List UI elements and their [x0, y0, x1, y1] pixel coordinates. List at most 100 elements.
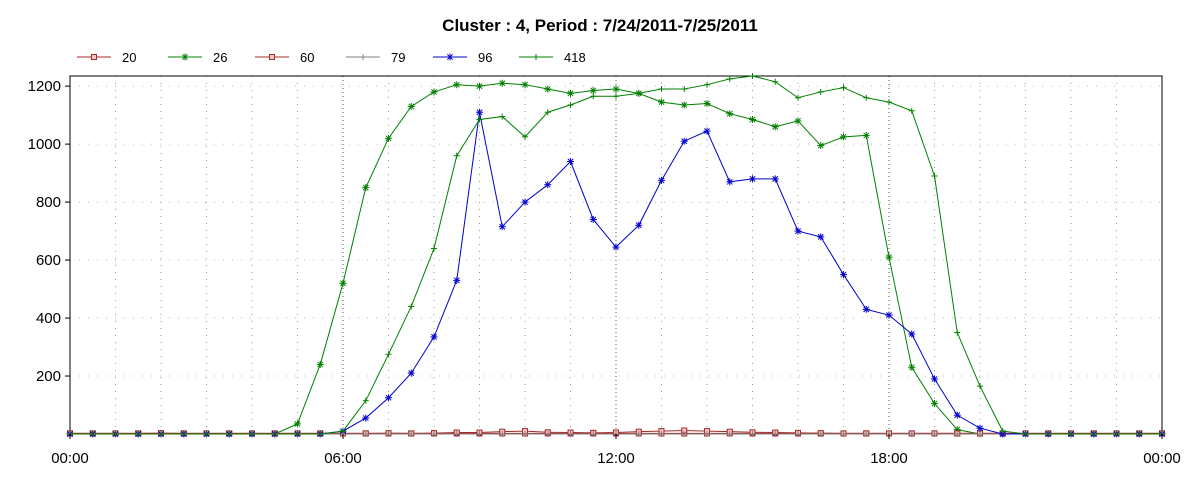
data-point: [476, 82, 483, 90]
data-point: [658, 86, 665, 93]
data-point-stroke: [499, 80, 506, 87]
data-point: [476, 116, 483, 123]
y-tick-label: 200: [36, 368, 61, 385]
data-point: [658, 431, 665, 437]
data-point: [1136, 431, 1143, 437]
data-point-stroke: [431, 333, 437, 340]
data-point-stroke: [840, 133, 847, 140]
data-point: [476, 108, 483, 116]
data-point: [885, 253, 893, 261]
data-point: [522, 133, 528, 140]
data-point: [407, 369, 415, 377]
data-point: [362, 397, 369, 404]
data-point: [862, 305, 870, 313]
data-point: [181, 53, 189, 61]
data-point-stroke: [182, 54, 188, 60]
data-point: [203, 431, 210, 437]
data-point: [658, 176, 665, 184]
data-point: [430, 333, 438, 341]
data-point-stroke: [544, 86, 551, 93]
data-point: [681, 86, 688, 93]
data-point-stroke: [340, 280, 346, 287]
y-tick-label: 1000: [28, 136, 61, 153]
data-point-stroke: [476, 83, 483, 90]
data-point: [112, 431, 119, 437]
data-point: [385, 394, 392, 402]
data-point-stroke: [658, 177, 665, 184]
x-tick-label: 12:00: [597, 450, 635, 467]
y-tick-label: 400: [36, 310, 61, 327]
legend-item-20: 20: [77, 50, 136, 65]
data-point: [533, 54, 539, 60]
data-point: [976, 424, 984, 432]
data-point: [749, 73, 756, 79]
data-point: [908, 363, 916, 371]
x-tick-label: 06:00: [324, 450, 362, 467]
data-point: [91, 54, 97, 60]
data-point-stroke: [749, 175, 756, 182]
data-point-stroke: [294, 420, 301, 427]
legend: 20 26 60 79 96 418: [77, 50, 586, 65]
data-point: [249, 431, 255, 437]
data-point: [954, 431, 961, 437]
data-point: [476, 431, 483, 437]
data-point: [407, 102, 415, 110]
data-point-stroke: [954, 412, 961, 419]
data-point: [840, 431, 847, 437]
data-point: [385, 351, 392, 358]
data-point: [794, 117, 802, 125]
data-point: [567, 431, 574, 437]
data-point: [1113, 431, 1120, 437]
data-point-stroke: [658, 99, 665, 106]
data-point: [771, 123, 779, 131]
data-point-stroke: [704, 100, 710, 107]
data-point: [135, 431, 142, 437]
data-point: [385, 134, 392, 142]
data-point-stroke: [408, 103, 415, 110]
data-point: [795, 94, 801, 101]
legend-item-96: 96: [433, 50, 492, 65]
data-point-stroke: [749, 116, 756, 123]
data-point: [840, 84, 847, 91]
data-point: [772, 78, 779, 85]
data-point: [795, 431, 801, 437]
data-point-stroke: [522, 81, 528, 88]
data-point-stroke: [476, 109, 483, 116]
data-point: [635, 221, 643, 229]
data-point: [158, 431, 164, 437]
data-point-stroke: [931, 400, 938, 407]
data-point: [430, 88, 438, 96]
legend-item-418: 418: [519, 50, 586, 65]
data-point: [498, 79, 506, 87]
data-point: [908, 330, 916, 338]
legend-item-79: 79: [346, 50, 405, 65]
data-point: [749, 115, 756, 123]
data-point: [431, 245, 437, 252]
data-point-stroke: [681, 102, 688, 108]
data-point: [977, 383, 983, 390]
axes: 200 400 600 800 1000 1200 00:00 06:00 12:00 18:00…: [28, 78, 1181, 467]
data-point: [885, 311, 893, 319]
data-point: [817, 88, 824, 95]
data-point: [226, 431, 233, 437]
data-point-stroke: [362, 184, 369, 191]
data-point: [817, 142, 825, 150]
data-point-stroke: [567, 158, 574, 165]
data-point: [771, 175, 779, 183]
x-tick-label: 00:00: [1143, 450, 1181, 467]
data-point: [589, 215, 597, 223]
data-point: [544, 109, 551, 116]
data-point: [794, 227, 802, 235]
legend-label: 20: [122, 50, 136, 65]
data-point: [635, 90, 642, 97]
data-point: [362, 414, 370, 422]
data-point-stroke: [726, 110, 733, 117]
data-point-stroke: [613, 244, 619, 251]
data-point: [362, 431, 369, 437]
data-point: [613, 93, 619, 100]
data-point: [931, 400, 938, 408]
data-point-stroke: [317, 361, 324, 368]
data-point-stroke: [635, 222, 642, 229]
data-point: [1045, 431, 1052, 437]
data-point: [544, 431, 551, 437]
